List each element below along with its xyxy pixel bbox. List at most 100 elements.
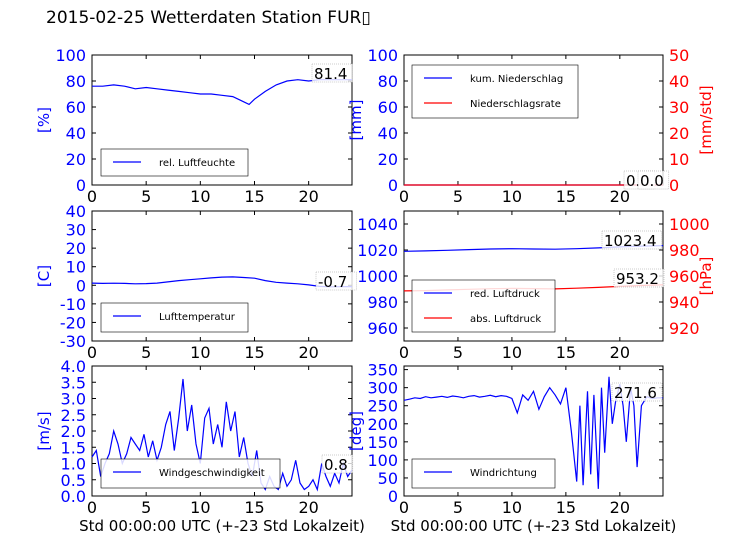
winddirection-y-tick-label: 100 bbox=[367, 451, 398, 470]
temperature-series-line bbox=[91, 276, 352, 288]
windspeed-y-tick-label: 0.0 bbox=[61, 487, 86, 506]
windspeed-legend-box bbox=[100, 458, 281, 489]
humidity-y-tick-label: 40 bbox=[66, 124, 86, 143]
humidity-value-box bbox=[311, 63, 353, 83]
winddirection-x-axis-label: Std 00:00:00 UTC (+-23 Std Lokalzeit) bbox=[391, 517, 677, 535]
temperature-x-tick-label: 5 bbox=[141, 343, 151, 362]
humidity-x-tick-label: 10 bbox=[190, 187, 210, 206]
precipitation-y-tick-label: 80 bbox=[378, 72, 398, 91]
pressure-y-right-tick-label: 960 bbox=[669, 267, 700, 286]
windspeed-x-tick-label: 0 bbox=[87, 498, 97, 517]
precipitation-y-right-axis-label: [mm/std] bbox=[697, 85, 715, 154]
winddirection-value-box bbox=[611, 382, 663, 402]
precipitation-x-tick-label: 5 bbox=[453, 187, 463, 206]
pressure-y-tick-label: 960 bbox=[367, 319, 398, 338]
pressure-y-right-tick-label: 940 bbox=[669, 293, 700, 312]
temperature-value-box bbox=[315, 271, 357, 291]
winddirection-x-tick-label: 20 bbox=[610, 498, 630, 517]
windspeed-series-line bbox=[91, 378, 353, 492]
windspeed-y-tick-label: 2.0 bbox=[61, 422, 86, 441]
precipitation-legend-label: Niederschlagsrate bbox=[470, 99, 561, 110]
temperature-y-tick-label: -10 bbox=[60, 295, 86, 314]
humidity-x-tick-label: 15 bbox=[244, 187, 264, 206]
winddirection-x-tick-label: 10 bbox=[502, 498, 522, 517]
humidity-y-tick-label: 80 bbox=[66, 72, 86, 91]
winddirection-x-tick-label: 5 bbox=[453, 498, 463, 517]
windspeed-y-tick-label: 0.5 bbox=[61, 471, 86, 490]
precipitation-y-tick-label: 20 bbox=[378, 150, 398, 169]
humidity-x-tick-label: 20 bbox=[298, 187, 318, 206]
temperature-y-axis-label: [C] bbox=[35, 265, 53, 287]
humidity-x-tick-label: 0 bbox=[87, 187, 97, 206]
humidity-plot-frame bbox=[91, 54, 353, 186]
windspeed-x-tick-label: 5 bbox=[141, 498, 151, 517]
windspeed-y-tick-label: 3.0 bbox=[61, 390, 86, 409]
precipitation-x-tick-label: 10 bbox=[502, 187, 522, 206]
humidity-legend-label: rel. Luftfeuchte bbox=[159, 158, 235, 169]
windspeed-legend-label: Windgeschwindigkeit bbox=[159, 468, 265, 479]
humidity-series-line bbox=[92, 79, 352, 106]
temperature-x-tick-label: 10 bbox=[190, 343, 210, 362]
precipitation-x-tick-label: 15 bbox=[556, 187, 576, 206]
pressure-x-tick-label: 15 bbox=[556, 343, 576, 362]
precipitation-y-right-tick-label: 10 bbox=[669, 150, 689, 169]
winddirection-x-tick-label: 15 bbox=[556, 498, 576, 517]
precipitation-y-right-tick-label: 40 bbox=[669, 72, 689, 91]
pressure-y-tick-label: 1040 bbox=[357, 215, 398, 234]
winddirection-y-tick-label: 250 bbox=[367, 397, 398, 416]
pressure-y-right-axis-label: [hPa] bbox=[697, 257, 715, 296]
temperature-x-tick-label: 20 bbox=[298, 343, 318, 362]
pressure-y-tick-label: 1000 bbox=[357, 267, 398, 286]
winddirection-y-tick-label: 150 bbox=[367, 433, 398, 452]
temperature-x-tick-label: 0 bbox=[87, 343, 97, 362]
winddirection-series-line bbox=[403, 376, 663, 489]
precipitation-y-tick-label: 40 bbox=[378, 124, 398, 143]
winddirection-value-label: 271.6 bbox=[614, 384, 657, 402]
windspeed-y-tick-label: 1.5 bbox=[61, 438, 86, 457]
precipitation-y-tick-label: 0 bbox=[388, 176, 398, 195]
winddirection-y-tick-label: 0 bbox=[388, 487, 398, 506]
winddirection-y-tick-label: 50 bbox=[378, 469, 398, 488]
humidity-y-axis-label: [%] bbox=[35, 107, 53, 133]
winddirection-y-tick-label: 200 bbox=[367, 415, 398, 434]
windspeed-y-tick-label: 4.0 bbox=[61, 357, 86, 376]
temperature-y-tick-label: 10 bbox=[66, 258, 86, 277]
temperature-y-tick-label: -20 bbox=[60, 313, 86, 332]
windspeed-x-tick-label: 15 bbox=[244, 498, 264, 517]
temperature-legend-box bbox=[100, 302, 249, 333]
precipitation-y-right-tick-label: 50 bbox=[669, 46, 689, 65]
temperature-y-tick-label: 40 bbox=[66, 202, 86, 221]
pressure-x-tick-label: 5 bbox=[453, 343, 463, 362]
pressure-value-label: 1023.4 bbox=[604, 232, 657, 250]
temperature-y-tick-label: 0 bbox=[76, 276, 86, 295]
precipitation-y-right-tick-label: 0 bbox=[669, 176, 679, 195]
precipitation-value-box bbox=[637, 170, 670, 190]
pressure-value-label: 953.2 bbox=[616, 270, 659, 288]
page-title: 2015-02-25 Wetterdaten Station FUR▯ bbox=[46, 8, 371, 28]
humidity-y-tick-label: 60 bbox=[66, 98, 86, 117]
winddirection-y-tick-label: 300 bbox=[367, 379, 398, 398]
precipitation-y-right-tick-label: 30 bbox=[669, 98, 689, 117]
precipitation-y-tick-label: 60 bbox=[378, 98, 398, 117]
temperature-y-tick-label: 20 bbox=[66, 239, 86, 258]
pressure-x-tick-label: 20 bbox=[610, 343, 630, 362]
windspeed-y-axis-label: [m/s] bbox=[35, 411, 53, 450]
windspeed-y-tick-label: 2.5 bbox=[61, 406, 86, 425]
humidity-value-label: 81.4 bbox=[314, 65, 347, 83]
temperature-y-tick-label: 30 bbox=[66, 221, 86, 240]
precipitation-y-axis-label: [mm] bbox=[347, 100, 365, 141]
temperature-y-tick-label: -30 bbox=[60, 332, 86, 351]
windspeed-y-tick-label: 3.5 bbox=[61, 373, 86, 392]
pressure-y-right-tick-label: 980 bbox=[669, 241, 700, 260]
pressure-legend-label: red. Luftdruck bbox=[470, 289, 540, 300]
winddirection-x-tick-label: 0 bbox=[399, 498, 409, 517]
windspeed-value-label: 0.8 bbox=[324, 456, 348, 474]
temperature-x-tick-label: 15 bbox=[244, 343, 264, 362]
winddirection-y-tick-label: 350 bbox=[367, 361, 398, 380]
precipitation-legend-box bbox=[411, 64, 579, 119]
windspeed-x-tick-label: 10 bbox=[190, 498, 210, 517]
precipitation-value-label: 0.0 bbox=[640, 172, 664, 190]
pressure-y-right-tick-label: 1000 bbox=[669, 215, 710, 234]
winddirection-y-axis-label: [deg] bbox=[347, 411, 365, 451]
